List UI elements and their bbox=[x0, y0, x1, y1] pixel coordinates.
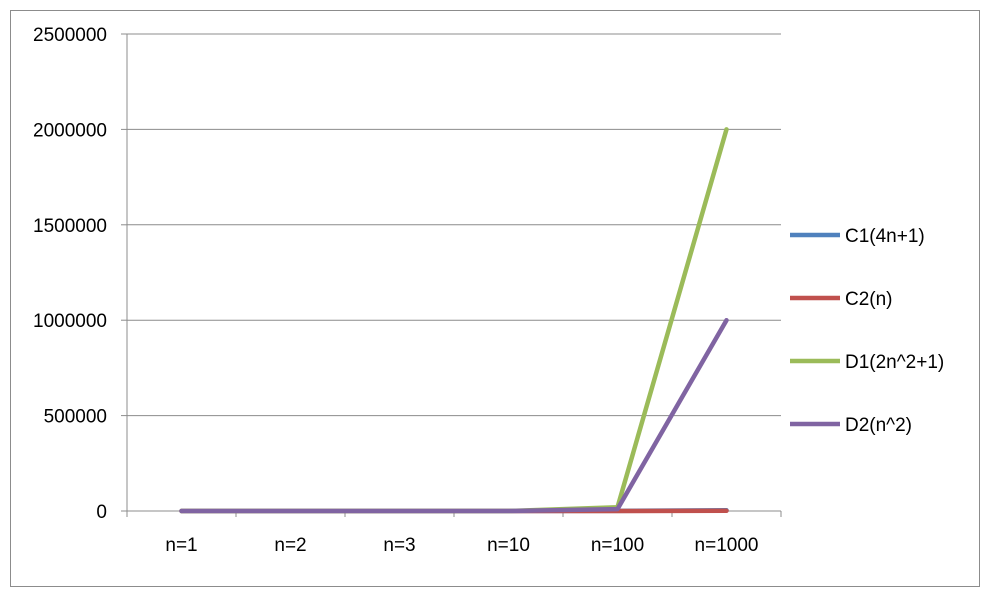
y-tick-label: 1000000 bbox=[33, 311, 107, 332]
gridlines bbox=[127, 33, 781, 417]
axes bbox=[121, 33, 782, 517]
x-tick-label: n=10 bbox=[487, 535, 530, 556]
x-tick-label: n=100 bbox=[591, 535, 644, 556]
y-tick-label: 0 bbox=[96, 502, 107, 523]
x-tick-label: n=1000 bbox=[695, 535, 759, 556]
y-tick-labels: 0 500000 1000000 1500000 2000000 2500000 bbox=[33, 25, 107, 523]
y-tick-label: 500000 bbox=[44, 407, 107, 428]
legend-label: C1(4n+1) bbox=[845, 226, 925, 247]
legend: C1(4n+1) C2(n) D1(2n^2+1) D2(n^2) bbox=[790, 226, 944, 436]
y-tick-label: 2000000 bbox=[33, 120, 107, 141]
series-lines bbox=[179, 127, 729, 514]
x-tick-label: n=1 bbox=[165, 535, 197, 556]
legend-label: D1(2n^2+1) bbox=[845, 352, 944, 373]
x-tick-label: n=2 bbox=[274, 535, 306, 556]
y-tick-label: 1500000 bbox=[33, 216, 107, 237]
series-line-d2-n-2 bbox=[179, 317, 729, 514]
legend-label: C2(n) bbox=[845, 289, 893, 310]
x-tick-label: n=3 bbox=[383, 535, 415, 556]
x-tick-labels: n=1 n=2 n=3 n=10 n=100 n=1000 bbox=[165, 535, 758, 556]
legend-label: D2(n^2) bbox=[845, 415, 912, 436]
y-tick-label: 2500000 bbox=[33, 25, 107, 46]
